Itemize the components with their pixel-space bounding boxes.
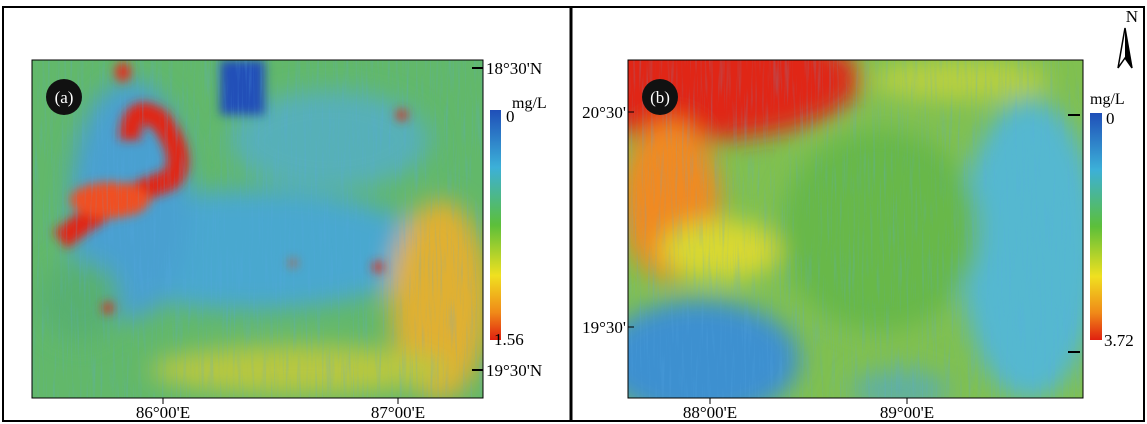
tag-badge	[46, 79, 82, 115]
lat-label: 19°30'N	[486, 361, 542, 380]
image-border	[31, 59, 484, 399]
colorbar-bottom: 1.56	[494, 330, 524, 349]
image-a	[32, 60, 483, 398]
colorbar-top: 0	[1106, 109, 1115, 128]
lon-label: 87°00'E	[371, 403, 425, 422]
colorbar-unit: mg/L	[1090, 91, 1125, 108]
panel-tag: (a)	[55, 88, 74, 107]
lon-label: 89°00'E	[880, 403, 934, 422]
north-arrow	[1117, 27, 1133, 69]
image-b	[628, 60, 1083, 398]
colorbar-bottom: 3.72	[1104, 331, 1134, 350]
lat-label: 18°30'N	[486, 59, 542, 78]
panel-tag: (b)	[650, 88, 670, 107]
frame	[2, 6, 1145, 422]
lat-label: 19°30'	[582, 318, 626, 337]
image-border	[627, 59, 1084, 399]
lon-label: 88°00'E	[683, 403, 737, 422]
colorbar	[1090, 113, 1102, 340]
lat-label: 20°30'	[582, 103, 626, 122]
colorbar-unit: mg/L	[512, 95, 547, 112]
lon-label: 86°00'E	[136, 403, 190, 422]
colorbar	[490, 110, 501, 340]
north-label: N	[1126, 7, 1138, 26]
colorbar-top: 0	[506, 107, 515, 126]
tag-badge	[642, 79, 678, 115]
